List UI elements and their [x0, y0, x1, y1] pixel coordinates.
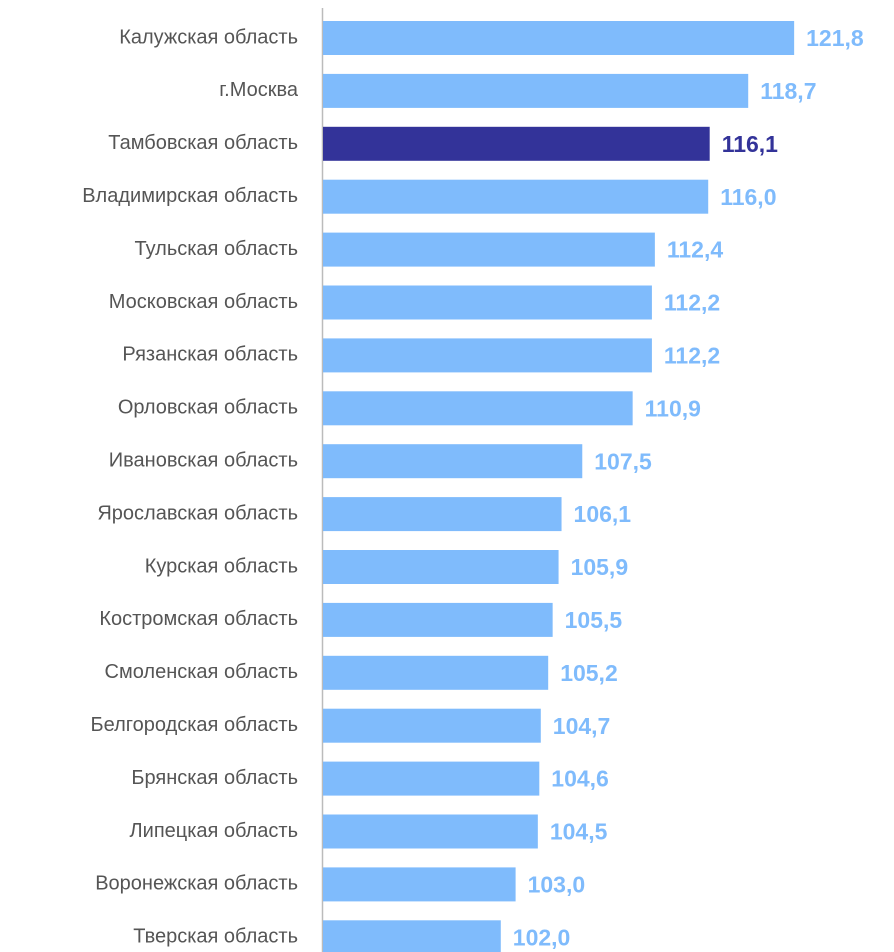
value-label: 102,0 [513, 924, 571, 950]
category-label: Липецкая область [130, 820, 298, 842]
category-label: Тверская область [133, 926, 298, 948]
category-label: Курская область [145, 555, 298, 577]
category-label: Орловская область [118, 397, 298, 419]
category-label: Костромская область [99, 608, 298, 630]
bar [323, 497, 562, 532]
value-label: 112,2 [664, 342, 720, 368]
category-label: Белгородская область [91, 714, 298, 736]
value-label: 103,0 [528, 871, 586, 897]
value-label: 116,1 [722, 131, 778, 157]
bar [323, 867, 516, 902]
value-label: 116,0 [720, 184, 776, 210]
bar [323, 708, 541, 743]
category-label: Брянская область [131, 767, 298, 789]
value-label: 118,7 [760, 78, 816, 104]
category-label: Московская область [109, 291, 298, 313]
bar [323, 391, 633, 426]
bar [323, 444, 583, 479]
category-label: Владимирская область [82, 185, 298, 207]
category-label: г.Москва [219, 79, 299, 101]
value-label: 105,2 [560, 660, 618, 686]
value-label: 105,9 [571, 554, 629, 580]
value-label: 112,2 [664, 290, 720, 316]
bar [323, 73, 749, 108]
value-label: 104,5 [550, 819, 608, 845]
value-label: 104,6 [551, 766, 609, 792]
value-label: 106,1 [574, 501, 632, 527]
bar [323, 126, 710, 161]
category-label: Тамбовская область [108, 132, 298, 154]
bar [323, 550, 559, 584]
category-label: Ярославская область [97, 502, 298, 524]
category-label: Воронежская область [95, 873, 298, 895]
category-label: Ивановская область [109, 449, 298, 471]
value-label: 107,5 [594, 448, 652, 474]
value-label: 110,9 [645, 395, 701, 421]
bar [323, 179, 709, 214]
value-label: 104,7 [553, 713, 611, 739]
category-label: Тульская область [135, 238, 299, 260]
bar [323, 285, 652, 320]
category-label: Рязанская область [122, 344, 298, 366]
value-label: 105,5 [565, 607, 623, 633]
bar [323, 232, 655, 267]
bar [323, 602, 553, 637]
value-label: 112,4 [667, 237, 723, 263]
bar [323, 814, 538, 849]
bar [323, 21, 795, 55]
bar [323, 920, 501, 952]
category-label: Калужская область [119, 26, 298, 48]
bar [323, 655, 549, 690]
bar [323, 761, 540, 796]
value-label: 121,8 [806, 25, 864, 51]
bar [323, 338, 652, 373]
category-label: Смоленская область [105, 661, 298, 683]
